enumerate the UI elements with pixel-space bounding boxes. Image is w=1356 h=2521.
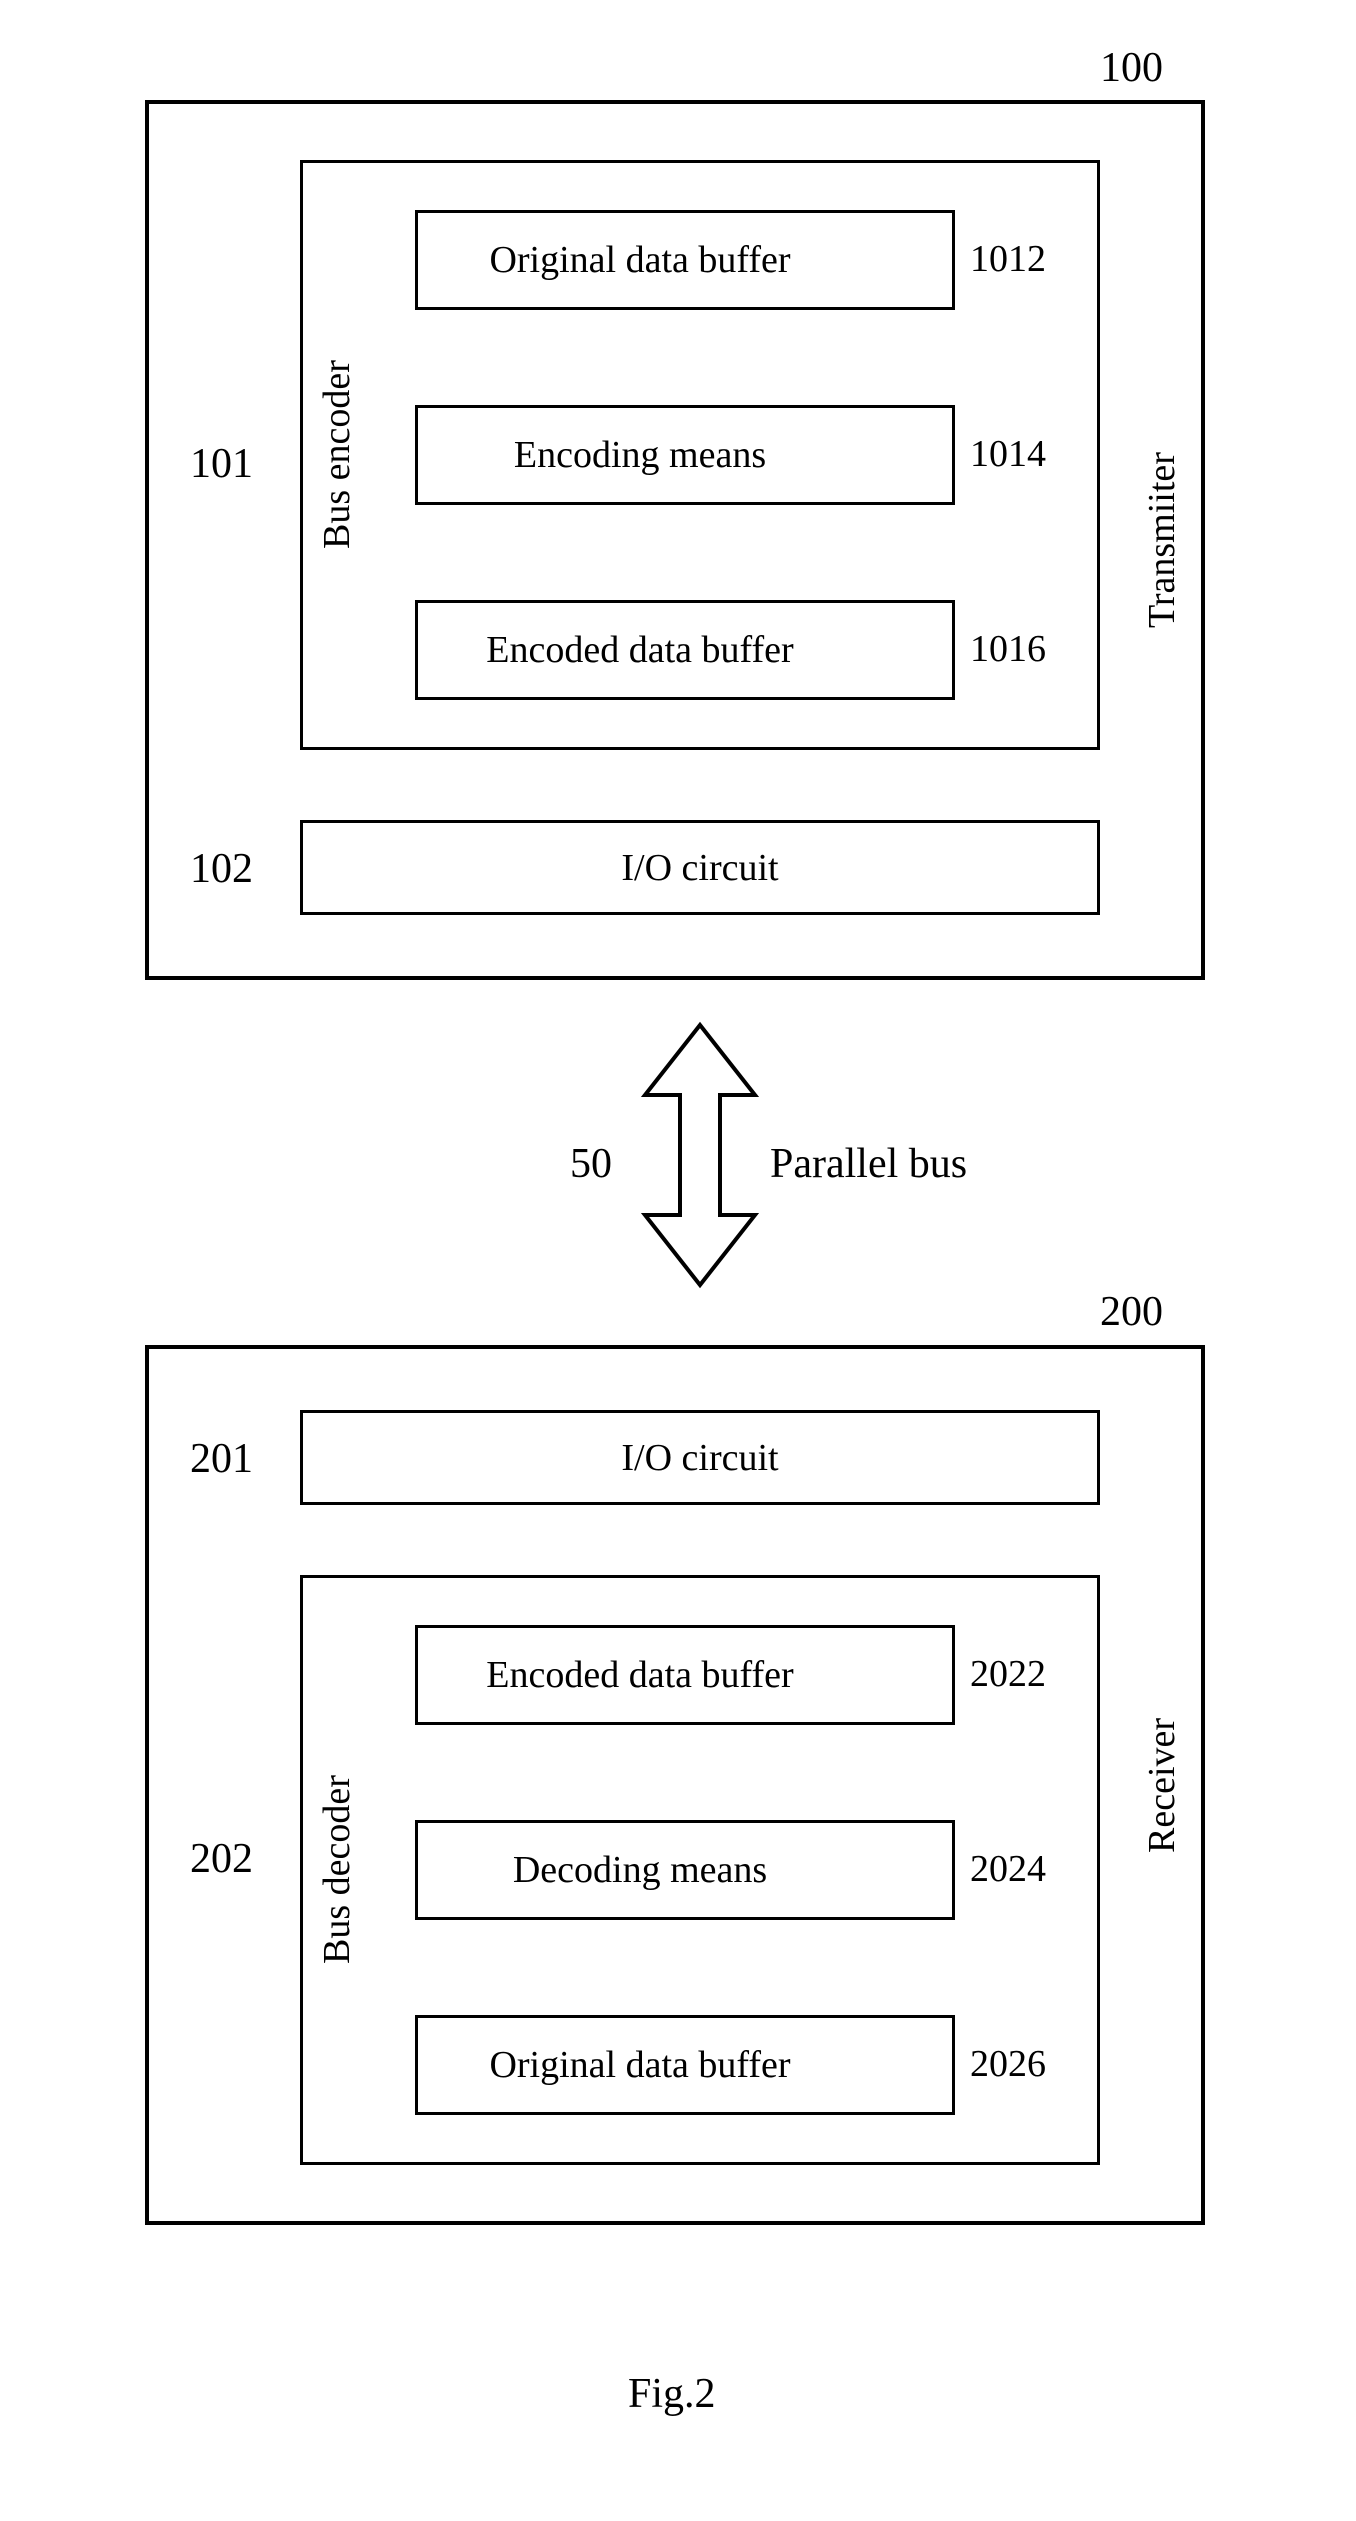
decoder-item-label-2: Original data buffer [415, 2015, 865, 2115]
receiver-io-label: I/O circuit [300, 1410, 1100, 1505]
encoder-item-ref-0: 1012 [970, 237, 1046, 281]
figure-label: Fig.2 [628, 2370, 716, 2418]
receiver-io-ref: 201 [190, 1435, 253, 1483]
decoder-item-ref-0: 2022 [970, 1652, 1046, 1696]
decoder-item-ref-2: 2026 [970, 2042, 1046, 2086]
parallel-bus-ref: 50 [570, 1140, 612, 1188]
bus-encoder-ref: 101 [190, 440, 253, 488]
transmitter-io-ref: 102 [190, 845, 253, 893]
encoder-item-label-2: Encoded data buffer [415, 600, 865, 700]
bus-encoder-side-label: Bus encoder [315, 160, 359, 750]
transmitter-io-label: I/O circuit [300, 820, 1100, 915]
encoder-item-ref-2: 1016 [970, 627, 1046, 671]
encoder-item-label-0: Original data buffer [415, 210, 865, 310]
decoder-item-label-0: Encoded data buffer [415, 1625, 865, 1725]
decoder-item-ref-1: 2024 [970, 1847, 1046, 1891]
figure-canvas: 100 Transmiiter 101 Bus encoder Original dat… [40, 40, 1316, 2481]
receiver-ref: 200 [1100, 1288, 1163, 1336]
transmitter-ref: 100 [1100, 44, 1163, 92]
encoder-item-label-1: Encoding means [415, 405, 865, 505]
parallel-bus-label: Parallel bus [770, 1140, 967, 1188]
bus-decoder-ref: 202 [190, 1835, 253, 1883]
transmitter-side-label: Transmiiter [1140, 100, 1184, 980]
decoder-item-label-1: Decoding means [415, 1820, 865, 1920]
bus-decoder-side-label: Bus decoder [315, 1575, 359, 2165]
parallel-bus-arrow-icon [641, 1021, 759, 1289]
receiver-side-label: Receiver [1140, 1345, 1184, 2225]
encoder-item-ref-1: 1014 [970, 432, 1046, 476]
